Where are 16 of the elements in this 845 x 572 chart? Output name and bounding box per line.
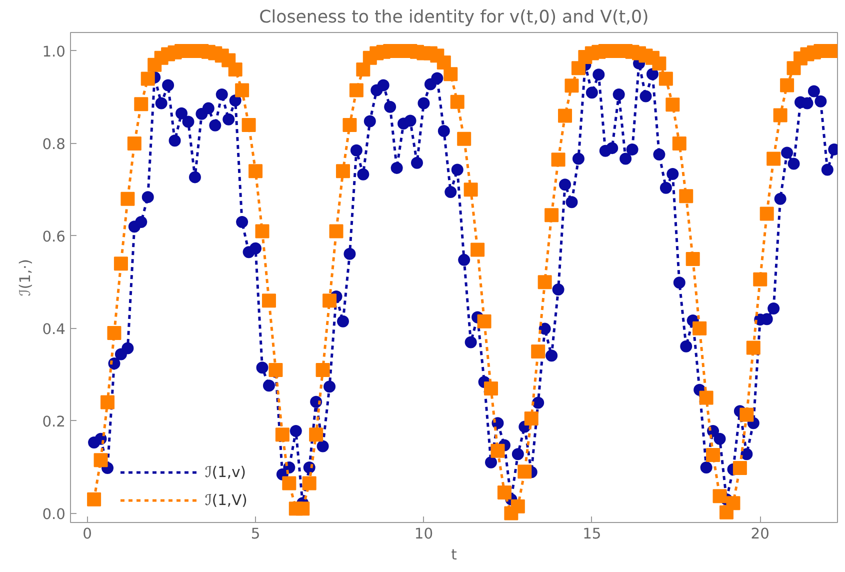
- text: ℐ(1,v): [205, 464, 246, 480]
- chart-title: Closeness to the identity for v(t,0) and V(t,0): [259, 8, 649, 28]
- y-tick-label: 0.6: [42, 228, 66, 246]
- x-tick-label: 0: [82, 526, 92, 542]
- x-tick-label: 10: [414, 526, 434, 542]
- y-axis-title: ℐ(1,·): [17, 259, 34, 296]
- y-tick-label: 0.2: [42, 413, 66, 430]
- y-tick-label: 0.0: [42, 506, 66, 523]
- x-tick-label: 5: [250, 526, 260, 542]
- x-tick-label: 15: [582, 526, 602, 542]
- x-axis-title: t: [451, 546, 458, 564]
- y-tick-label: 0.8: [42, 136, 66, 153]
- y-tick-label: 1.0: [42, 43, 66, 60]
- text: ℐ(1,V): [205, 492, 248, 508]
- y-tick-label: 0.4: [42, 320, 66, 338]
- x-tick-label: 20: [750, 526, 770, 542]
